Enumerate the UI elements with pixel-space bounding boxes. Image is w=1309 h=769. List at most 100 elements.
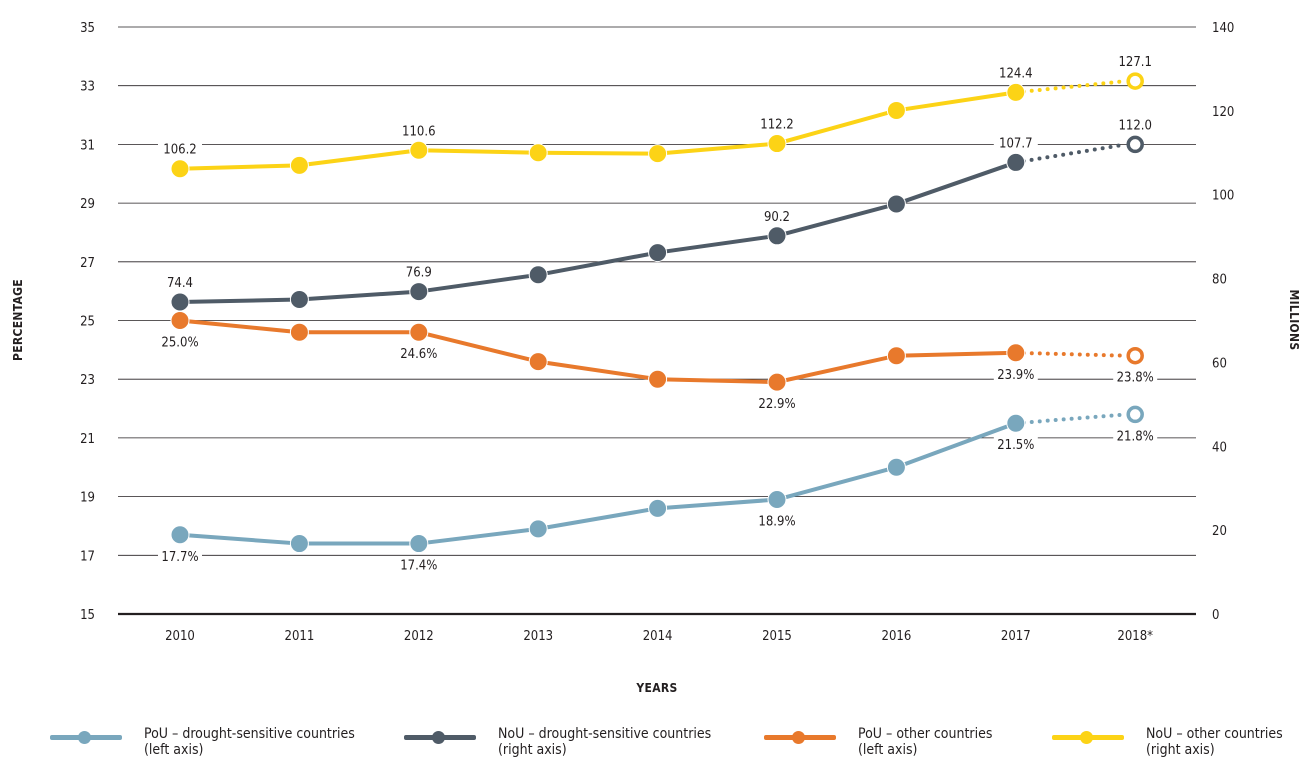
x-tick-label: 2012	[404, 629, 434, 644]
data-point	[767, 134, 787, 154]
data-point-projected	[1126, 405, 1144, 424]
y-tick-label-right: 100	[1212, 189, 1234, 204]
y-tick-label-right: 0	[1212, 608, 1219, 623]
data-label-bg	[1113, 116, 1158, 134]
data-label: 112.0	[1118, 118, 1151, 133]
data-point	[170, 525, 190, 545]
data-label: 21.5%	[997, 438, 1034, 453]
legend-swatch-pou-drought	[50, 730, 122, 744]
data-label-bg	[396, 263, 441, 281]
data-point	[289, 155, 309, 175]
data-point	[170, 159, 190, 179]
x-tick-label: 2013	[523, 629, 553, 644]
data-point	[886, 457, 906, 477]
series-projection-dotted	[1013, 350, 1129, 358]
data-point	[528, 352, 548, 372]
data-label-bg	[993, 365, 1038, 383]
data-label: 21.8%	[1117, 429, 1154, 444]
data-point	[767, 372, 787, 392]
legend-item-nou-other: NoU – other countries (right axis)	[1052, 726, 1283, 758]
y-tick-label-left: 35	[80, 21, 95, 36]
legend-axis-note: (right axis)	[498, 742, 567, 758]
series-line	[179, 160, 1017, 305]
data-label-bg	[993, 64, 1038, 82]
data-point	[289, 534, 309, 554]
data-label-bg	[158, 333, 202, 351]
chart-legend: PoU – drought-sensitive countries (left …	[0, 718, 1309, 768]
data-point	[289, 322, 309, 342]
legend-label: NoU – drought-sensitive countries	[498, 726, 712, 742]
data-point	[528, 265, 548, 285]
data-point	[170, 311, 190, 330]
data-point	[886, 346, 906, 366]
data-label-bg	[755, 395, 799, 413]
data-label: 106.2	[163, 143, 196, 158]
legend-swatch-pou-other	[764, 730, 836, 744]
y-tick-label-left: 33	[80, 80, 95, 95]
data-point	[648, 144, 668, 164]
legend-label: PoU – drought-sensitive countries	[144, 726, 355, 742]
data-point	[1006, 152, 1026, 172]
data-point	[886, 100, 906, 120]
data-label: 127.1	[1118, 55, 1151, 70]
data-point	[409, 282, 429, 302]
y-tick-label-left: 25	[80, 315, 95, 330]
data-point	[648, 369, 668, 389]
x-tick-label: 2016	[882, 629, 912, 644]
data-point	[648, 498, 668, 518]
y-tick-label-right: 80	[1212, 273, 1227, 288]
legend-item-nou-drought: NoU – drought-sensitive countries (right…	[404, 726, 711, 758]
data-point	[528, 143, 548, 163]
x-tick-label: 2015	[762, 629, 792, 644]
data-point	[886, 194, 906, 214]
data-label-bg	[158, 274, 202, 292]
x-tick-label: 2018*	[1117, 629, 1153, 644]
dual-axis-line-chart: 15 17 19 21 23 25 27 29 31 33 35 0 20 40 60 80 100 120 140…	[11, 21, 1301, 695]
data-label: 107.7	[999, 136, 1032, 151]
data-label: 25.0%	[161, 336, 198, 351]
data-point	[1006, 82, 1026, 102]
y-tick-label-left: 21	[80, 432, 95, 447]
data-label: 112.2	[760, 118, 793, 133]
data-label-bg	[1113, 53, 1158, 71]
data-label-bg	[396, 556, 441, 574]
y-tick-label-right: 120	[1212, 105, 1234, 120]
y-tick-label-right: 60	[1212, 356, 1227, 371]
data-label-bg	[396, 122, 441, 140]
data-label: 23.8%	[1117, 371, 1154, 386]
data-point	[767, 226, 787, 246]
series-projection-dotted	[1013, 142, 1129, 165]
data-point	[409, 322, 429, 342]
data-label-bg	[1113, 368, 1158, 386]
series-projection-dotted	[1013, 79, 1129, 95]
data-point	[289, 290, 309, 310]
data-label-bg	[993, 134, 1038, 152]
data-point-projected	[1126, 72, 1144, 90]
legend-item-pou-drought: PoU – drought-sensitive countries (left …	[50, 726, 355, 758]
legend-item-pou-other: PoU – other countries (left axis)	[764, 726, 992, 758]
data-label-bg	[755, 115, 799, 133]
data-point	[409, 140, 429, 160]
legend-swatch-nou-drought	[404, 730, 476, 744]
legend-axis-note: (left axis)	[858, 742, 918, 758]
x-tick-label: 2017	[1001, 629, 1031, 644]
data-point-projected	[1126, 346, 1144, 365]
y-tick-label-left: 17	[80, 549, 95, 564]
data-label: 74.4	[167, 276, 193, 291]
data-label-bg	[158, 547, 202, 565]
data-label: 124.4	[999, 66, 1032, 81]
data-label-bg	[1113, 427, 1158, 445]
data-label: 17.4%	[400, 559, 437, 574]
series-projection-dotted	[1013, 412, 1129, 426]
legend-axis-note: (left axis)	[144, 742, 204, 758]
y-axis-title-right: MILLIONS	[1287, 290, 1301, 351]
data-label-bg	[396, 345, 441, 363]
legend-label: PoU – other countries	[858, 726, 993, 742]
y-tick-label-left: 27	[80, 256, 95, 271]
series-line	[179, 318, 1016, 385]
y-tick-label-right: 40	[1212, 440, 1227, 455]
y-tick-label-left: 23	[80, 373, 95, 388]
data-point	[409, 534, 429, 554]
data-point	[170, 292, 190, 312]
legend-axis-note: (right axis)	[1146, 742, 1215, 758]
